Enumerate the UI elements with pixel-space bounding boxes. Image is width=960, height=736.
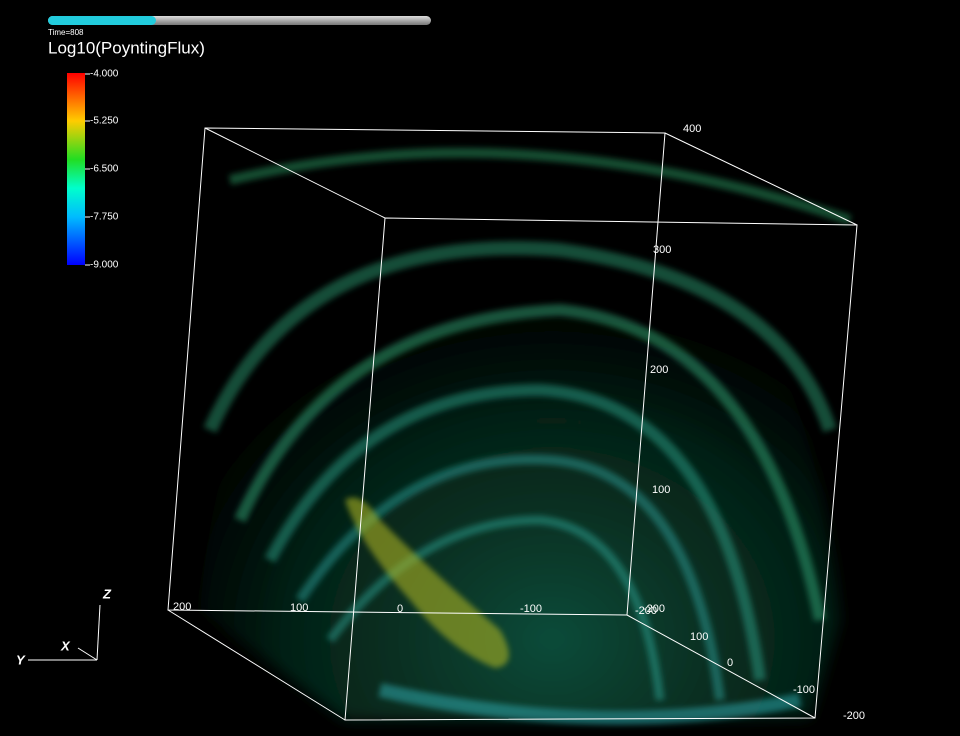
y-tick-label: 100 (690, 631, 708, 643)
triad-axis (77, 647, 98, 661)
x-tick-label: -100 (520, 603, 542, 615)
bounding-box (167, 127, 858, 721)
x-tick-label: 0 (397, 603, 403, 615)
y-tick-label: -200 (843, 710, 865, 722)
z-tick-label: 100 (652, 484, 670, 496)
flux-feature (345, 497, 509, 668)
triad-label: Y (16, 652, 26, 667)
triad-axis (96, 604, 101, 661)
y-tick-label: 0 (727, 657, 733, 669)
y-tick-label: -100 (793, 684, 815, 696)
box-edge (664, 132, 858, 226)
volume-render (200, 147, 852, 725)
x-tick-label: -200 (643, 603, 665, 615)
z-tick-label: 400 (683, 123, 701, 135)
shock-shells (203, 147, 852, 725)
volume-haze (200, 180, 840, 720)
colorbar (67, 73, 85, 265)
box-edge (204, 127, 386, 219)
colorbar-label: -5.250 (90, 116, 119, 127)
colorbar-label: -9.000 (90, 260, 119, 271)
triad-label: X (60, 638, 71, 653)
box-edge (167, 609, 346, 721)
x-tick-label: 200 (173, 601, 191, 613)
time-label: Time=808 (48, 28, 84, 37)
colorbar-ticks (85, 73, 90, 266)
z-tick-label: 300 (653, 244, 671, 256)
colorbar-label: -7.750 (90, 212, 119, 223)
triad (28, 604, 101, 661)
z-tick-label: -200 (635, 605, 657, 617)
variable-title: Log10(PoyntingFlux) (48, 38, 205, 57)
time-slider-fill (48, 16, 156, 25)
box-edge (626, 614, 816, 719)
x-tick-label: 100 (290, 602, 308, 614)
z-tick-label: 200 (650, 364, 668, 376)
colorbar-label: -4.000 (90, 69, 119, 80)
triad-label: Z (102, 586, 112, 601)
colorbar-label: -6.500 (90, 164, 119, 175)
